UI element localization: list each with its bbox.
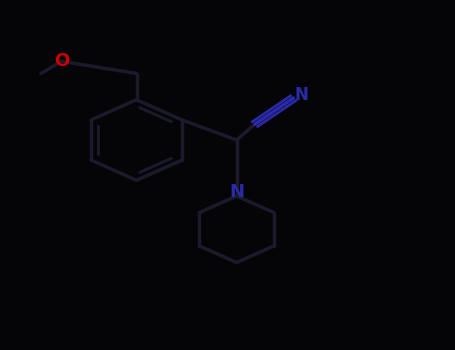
Text: N: N	[295, 85, 308, 104]
Text: N: N	[229, 183, 244, 201]
Text: O: O	[54, 52, 69, 70]
